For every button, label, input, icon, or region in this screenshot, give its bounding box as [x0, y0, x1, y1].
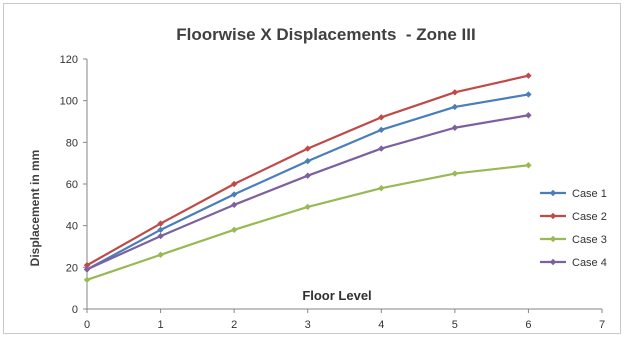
- y-tick-label: 100: [60, 96, 78, 108]
- data-point: [157, 232, 164, 240]
- data-point: [304, 203, 311, 211]
- y-tick-label: 120: [60, 54, 78, 66]
- data-point: [230, 191, 238, 198]
- chart-title: Floorwise X Displacements - Zone III: [176, 25, 475, 44]
- x-tick-label: 2: [231, 319, 237, 331]
- legend-item: Case 1: [540, 188, 607, 200]
- data-point: [525, 72, 532, 79]
- data-point: [525, 162, 532, 169]
- x-tick-label: 1: [158, 319, 164, 331]
- series-case-3: [83, 162, 532, 284]
- y-tick-label: 20: [66, 262, 78, 274]
- data-point: [525, 91, 532, 98]
- legend-label: Case 3: [572, 234, 607, 246]
- series-case-1: [83, 91, 532, 273]
- data-point: [378, 126, 385, 134]
- series-line: [86, 93, 529, 271]
- series-line: [86, 74, 529, 267]
- legend-marker: [549, 258, 557, 266]
- y-tick-label: 80: [66, 137, 78, 149]
- series-case-4: [83, 112, 532, 273]
- chart-frame: Floorwise X Displacements - Zone III Dis…: [3, 3, 621, 334]
- data-point: [157, 251, 164, 259]
- data-point: [230, 226, 238, 234]
- line-chart: Floorwise X Displacements - Zone III Dis…: [28, 25, 607, 331]
- x-tick-label: 4: [378, 319, 384, 331]
- data-point: [83, 262, 91, 269]
- legend-item: Case 3: [540, 234, 607, 246]
- data-point: [378, 145, 385, 152]
- data-point: [304, 145, 311, 152]
- legend-item: Case 4: [540, 257, 607, 269]
- data-point: [378, 114, 385, 121]
- x-tick-label: 7: [599, 319, 605, 331]
- x-tick-label: 6: [525, 319, 531, 331]
- y-axis-label: Displacement in mm: [28, 150, 42, 267]
- data-point: [230, 180, 238, 188]
- y-tick-label: 0: [72, 304, 78, 316]
- series-layer: [83, 72, 532, 284]
- axes: 0 20 40 60 80 100 120 0 1 2 3 4 5 6 7: [60, 54, 605, 331]
- data-point: [230, 201, 238, 209]
- data-point: [451, 103, 459, 111]
- legend-label: Case 2: [572, 211, 607, 223]
- legend-marker: [549, 235, 557, 243]
- data-point: [378, 184, 385, 192]
- x-tick-label: 5: [452, 319, 458, 331]
- x-tick-label: 3: [305, 319, 311, 331]
- data-point: [83, 266, 91, 273]
- x-axis-label: Floor Level: [302, 288, 371, 303]
- legend: Case 1 Case 2 Case 3 Case 4: [540, 188, 607, 269]
- data-point: [157, 226, 164, 234]
- y-tick-label: 60: [66, 179, 78, 191]
- data-point: [451, 170, 459, 177]
- data-point: [304, 172, 311, 179]
- y-tick-label: 40: [66, 221, 78, 233]
- data-point: [451, 124, 459, 131]
- legend-marker: [549, 212, 557, 220]
- data-point: [83, 276, 91, 284]
- series-line: [86, 114, 529, 271]
- legend-label: Case 4: [572, 257, 607, 269]
- data-point: [157, 220, 164, 227]
- data-point: [451, 89, 459, 96]
- data-point: [304, 157, 311, 165]
- series-line: [86, 164, 529, 281]
- legend-item: Case 2: [540, 211, 607, 223]
- series-case-2: [83, 72, 532, 269]
- x-tick-label: 0: [84, 319, 90, 331]
- legend-marker: [549, 189, 557, 197]
- legend-label: Case 1: [572, 188, 607, 200]
- data-point: [525, 112, 532, 119]
